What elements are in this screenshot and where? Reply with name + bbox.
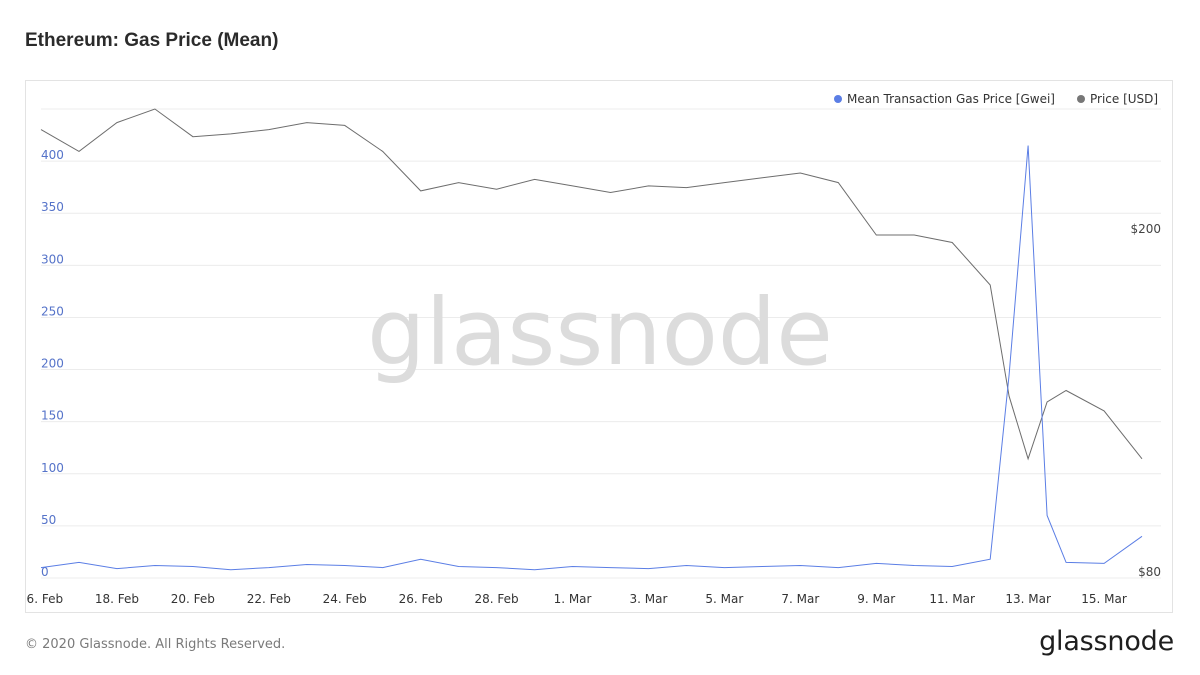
chart-legend[interactable]: Mean Transaction Gas Price [Gwei] Price [… [834, 92, 1158, 106]
x-axis-tick-label: 1. Mar [554, 592, 592, 606]
page-title: Ethereum: Gas Price (Mean) [25, 30, 279, 51]
grid-lines [41, 108, 1161, 579]
left-axis-tick-label: 400 [41, 148, 64, 162]
left-axis-tick-label: 300 [41, 252, 64, 266]
copyright-text: © 2020 Glassnode. All Rights Reserved. [25, 637, 286, 652]
x-axis-tick-label: 28. Feb [475, 592, 519, 606]
left-axis-tick-label: 50 [41, 513, 56, 527]
right-axis-tick-label: $200 [1130, 222, 1161, 236]
left-axis-tick-label: 250 [41, 304, 64, 318]
left-axis-tick-label: 100 [41, 461, 64, 475]
glassnode-logo[interactable]: glassnode [1039, 626, 1174, 657]
legend-item-label[interactable]: Price [USD] [1090, 92, 1158, 106]
x-axis-tick-label: 15. Mar [1081, 592, 1127, 606]
x-axis-tick-label: 5. Mar [705, 592, 743, 606]
right-axis-ticks: $80 $200 [1130, 222, 1161, 579]
x-axis-tick-label: 9. Mar [857, 592, 895, 606]
x-axis-ticks: 16. Feb 18. Feb 20. Feb 22. Feb 24. Feb 26. F… [26, 592, 1127, 606]
x-axis-tick-label: 20. Feb [171, 592, 215, 606]
x-axis-tick-label: 11. Mar [929, 592, 975, 606]
legend-marker [834, 95, 842, 103]
gas-price-chart: glassnode 0 50 100 150 200 250 300 350 400 $80 $2… [26, 92, 1161, 606]
price-series-line [40, 108, 1143, 461]
x-axis-tick-label: 16. Feb [26, 592, 63, 606]
watermark: glassnode [367, 279, 833, 386]
x-axis-tick-label: 22. Feb [247, 592, 291, 606]
legend-marker [1077, 95, 1085, 103]
chart-frame: glassnode 0 50 100 150 200 250 300 350 400 $80 $2… [25, 80, 1173, 613]
x-axis-tick-label: 7. Mar [781, 592, 819, 606]
x-axis-tick-label: 13. Mar [1005, 592, 1051, 606]
left-axis-ticks: 0 50 100 150 200 250 300 350 400 [41, 148, 64, 579]
gas-price-series-line [40, 145, 1143, 571]
x-axis-tick-label: 3. Mar [630, 592, 668, 606]
left-axis-tick-label: 350 [41, 200, 64, 214]
x-axis-tick-label: 24. Feb [323, 592, 367, 606]
x-axis-tick-label: 18. Feb [95, 592, 139, 606]
x-axis-tick-label: 26. Feb [399, 592, 443, 606]
right-axis-tick-label: $80 [1138, 565, 1161, 579]
left-axis-tick-label: 150 [41, 409, 64, 423]
left-axis-tick-label: 200 [41, 357, 64, 371]
legend-item-label[interactable]: Mean Transaction Gas Price [Gwei] [847, 92, 1055, 106]
left-axis-tick-label: 0 [41, 565, 49, 579]
